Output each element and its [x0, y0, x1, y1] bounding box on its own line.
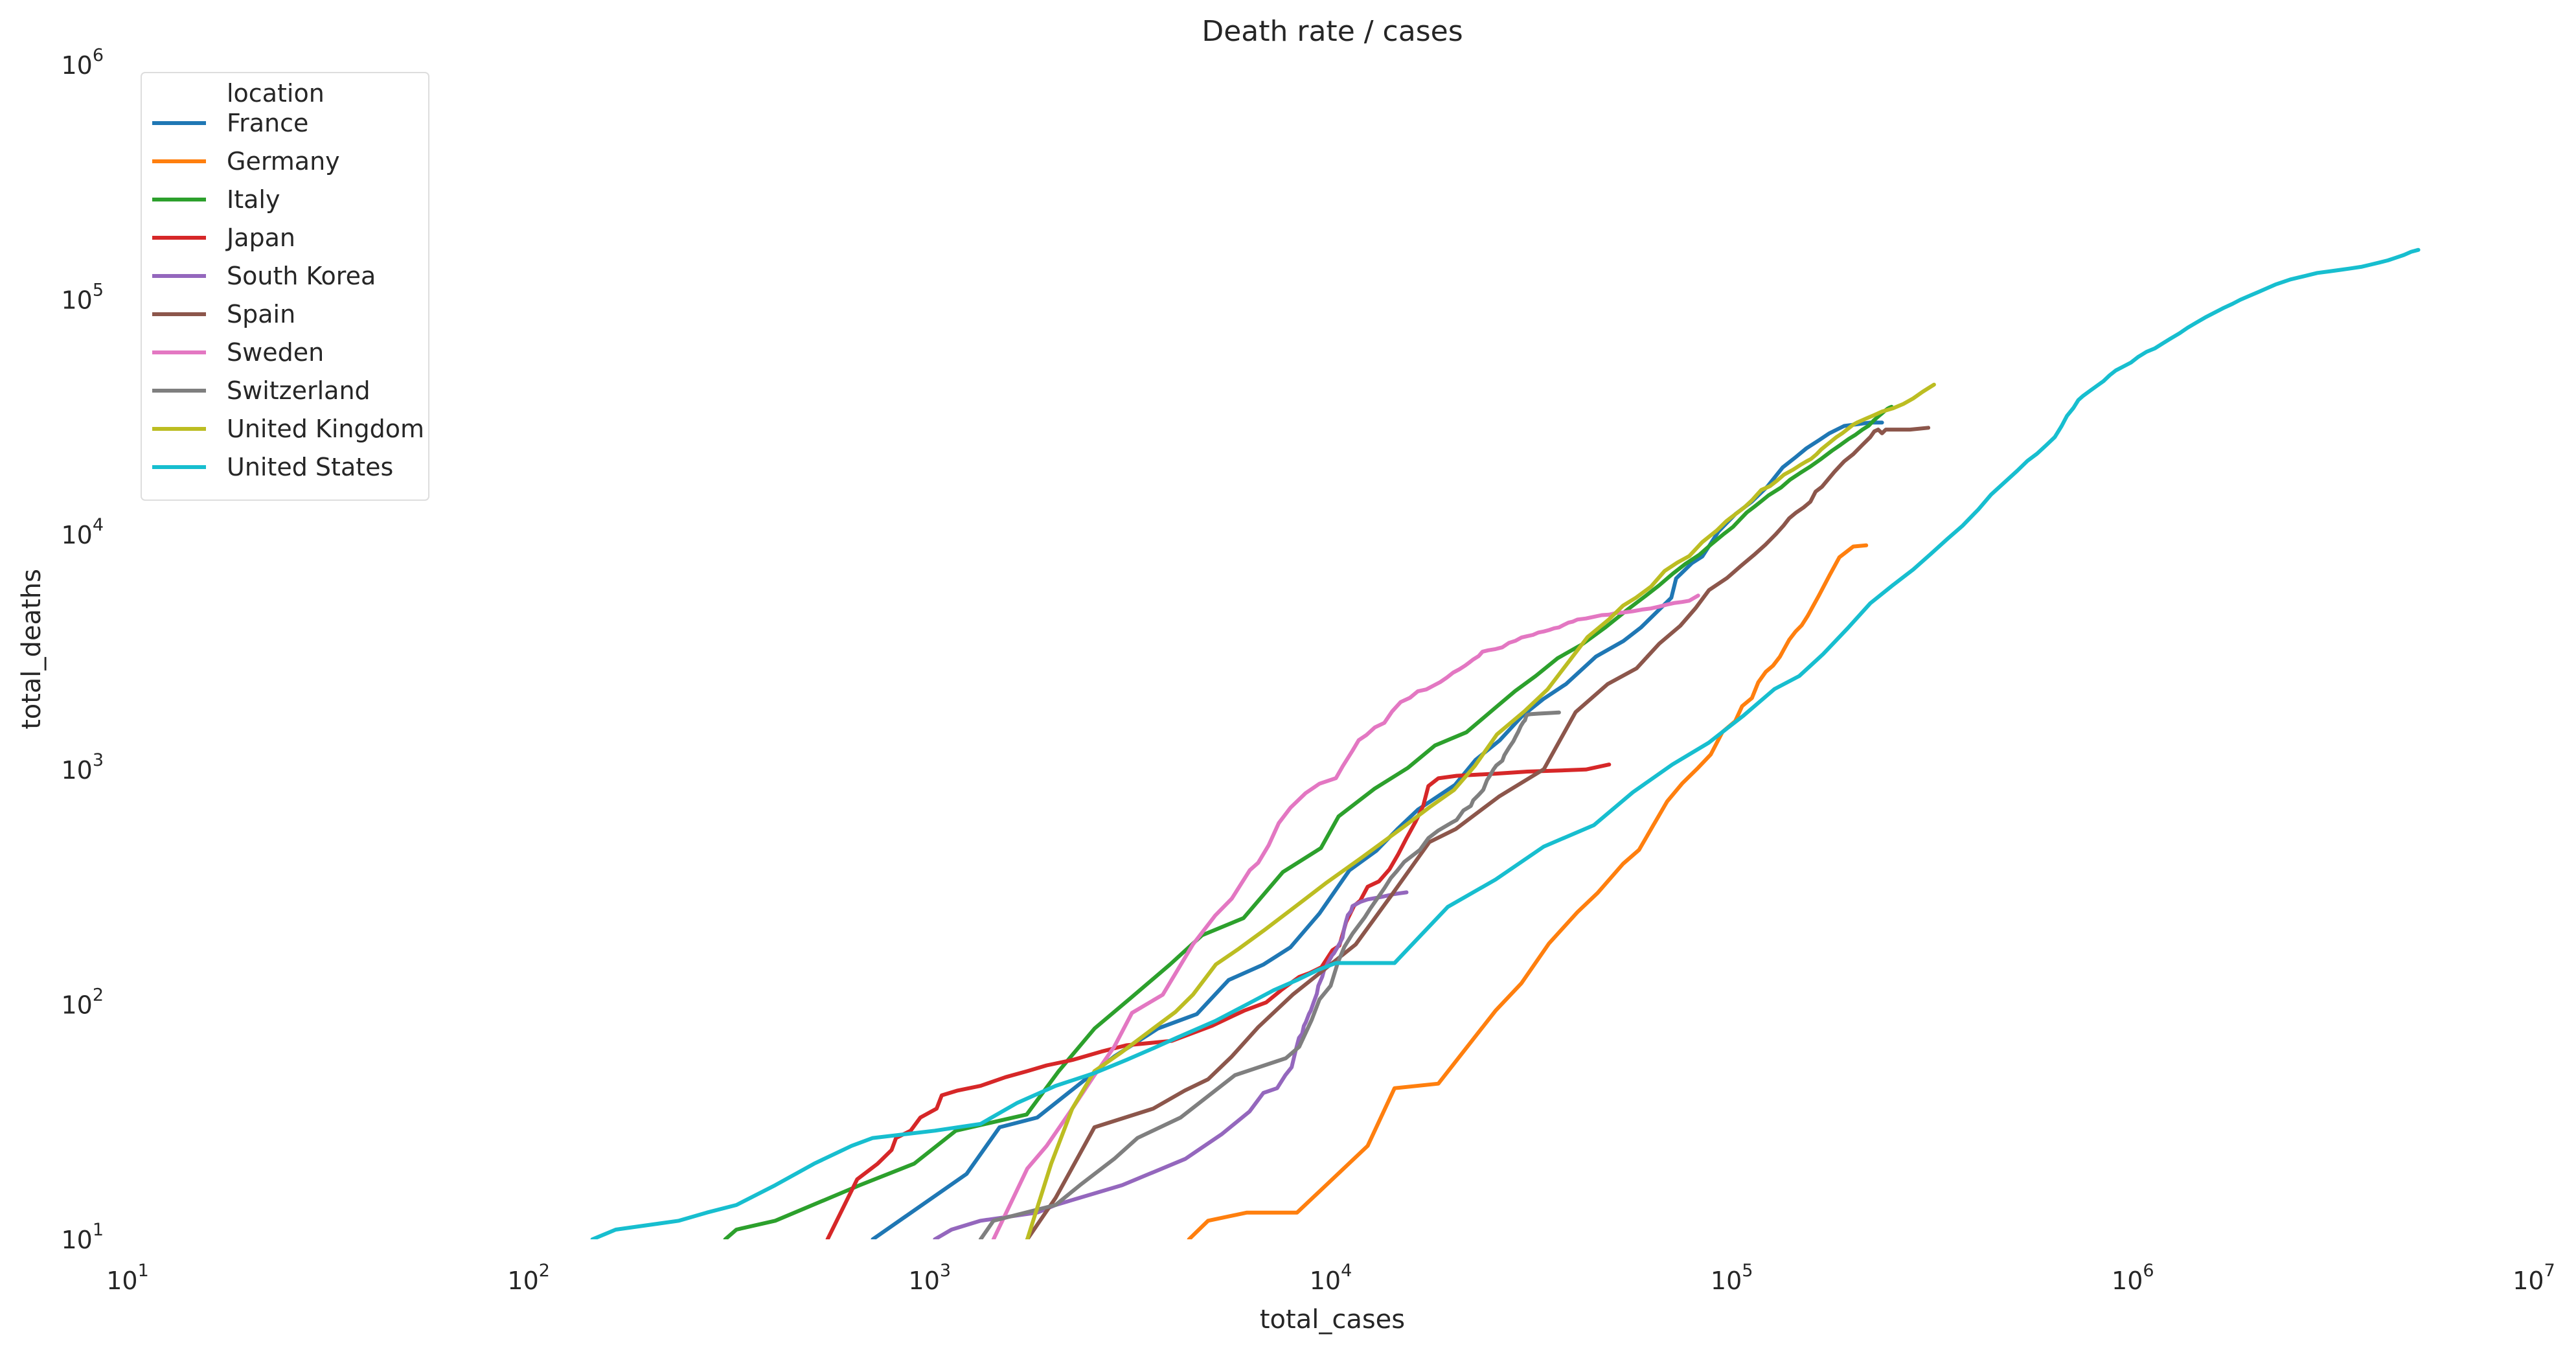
- legend-label: Sweden: [227, 338, 324, 367]
- legend-title: location: [227, 79, 325, 108]
- legend-label: France: [227, 109, 308, 137]
- legend-label: Japan: [225, 224, 295, 252]
- x-tick-exponent: 1: [138, 1261, 149, 1281]
- x-tick-exponent: 5: [1742, 1261, 1753, 1281]
- x-axis-ticks: 101 102 103 104 105 106 107: [106, 1261, 2555, 1295]
- x-tick-label: 104: [1310, 1261, 1352, 1295]
- x-tick-exponent: 6: [2143, 1261, 2154, 1281]
- legend-entry: Germany: [152, 147, 340, 176]
- y-tick-label: 105: [61, 281, 104, 315]
- x-tick-base: 10: [1711, 1267, 1742, 1295]
- x-tick-base: 10: [2112, 1267, 2143, 1295]
- x-tick-exponent: 4: [1341, 1261, 1352, 1281]
- y-axis-title: total_deaths: [17, 569, 47, 729]
- x-tick-exponent: 3: [940, 1261, 951, 1281]
- y-tick-label: 106: [61, 45, 104, 80]
- legend-entry: Spain: [152, 300, 295, 328]
- x-tick-label: 101: [106, 1261, 149, 1295]
- x-tick-exponent: 7: [2544, 1261, 2555, 1281]
- y-tick-exponent: 2: [93, 985, 104, 1005]
- y-tick-label: 103: [61, 750, 104, 785]
- series-line-italy: [723, 404, 1894, 1239]
- series-line-sweden: [991, 593, 1700, 1239]
- series-line-switzerland: [978, 710, 1561, 1239]
- x-tick-label: 106: [2112, 1261, 2154, 1295]
- legend-entry: Sweden: [152, 338, 324, 367]
- legend-label: United States: [227, 453, 393, 481]
- x-tick-base: 10: [2513, 1267, 2544, 1295]
- legend-entry: South Korea: [152, 262, 376, 290]
- legend-entry: United Kingdom: [152, 415, 424, 443]
- legend-label: Italy: [227, 185, 280, 214]
- legend-entry: France: [152, 109, 308, 137]
- x-tick-label: 102: [507, 1261, 550, 1295]
- legend-label: South Korea: [227, 262, 376, 290]
- x-tick-label: 107: [2513, 1261, 2555, 1295]
- x-tick-base: 10: [1310, 1267, 1341, 1295]
- series-line-spain: [1025, 426, 1931, 1239]
- y-tick-exponent: 5: [93, 281, 104, 301]
- legend-entries: France Germany Italy Japan South Korea Spain S…: [152, 109, 424, 481]
- series-line-germany: [1187, 543, 1869, 1239]
- y-tick-base: 10: [61, 51, 92, 80]
- x-axis-title: total_cases: [1260, 1305, 1405, 1335]
- x-tick-label: 103: [909, 1261, 952, 1295]
- legend-label: United Kingdom: [227, 415, 424, 443]
- y-tick-exponent: 1: [93, 1220, 104, 1240]
- x-tick-label: 105: [1711, 1261, 1753, 1295]
- y-tick-label: 101: [61, 1220, 104, 1254]
- series-line-south-korea: [933, 890, 1409, 1239]
- y-tick-base: 10: [61, 1226, 92, 1254]
- legend-box: [141, 72, 429, 501]
- series-line-france: [871, 420, 1884, 1239]
- y-tick-exponent: 4: [93, 515, 104, 535]
- chart-title: Death rate / cases: [1202, 15, 1463, 48]
- x-tick-base: 10: [106, 1267, 137, 1295]
- y-tick-base: 10: [61, 991, 92, 1019]
- legend-entry: Italy: [152, 185, 280, 214]
- y-tick-base: 10: [61, 286, 92, 315]
- y-tick-exponent: 6: [93, 45, 104, 65]
- y-tick-base: 10: [61, 521, 92, 549]
- legend-label: Switzerland: [227, 376, 370, 405]
- series-line-united-states: [590, 247, 2421, 1239]
- legend-entry: United States: [152, 453, 393, 481]
- x-tick-exponent: 2: [539, 1261, 550, 1281]
- legend-entry: Switzerland: [152, 376, 370, 405]
- legend-entry: Japan: [152, 224, 295, 252]
- legend-label: Spain: [227, 300, 295, 328]
- series-line-united-kingdom: [1025, 382, 1936, 1239]
- y-tick-base: 10: [61, 756, 92, 785]
- y-tick-label: 104: [61, 515, 104, 549]
- x-tick-base: 10: [507, 1267, 538, 1295]
- plot-area: [590, 247, 2421, 1239]
- y-tick-label: 102: [61, 985, 104, 1019]
- legend: location France Germany Italy Japan South Ko…: [141, 72, 429, 501]
- x-tick-base: 10: [909, 1267, 940, 1295]
- legend-label: Germany: [227, 147, 340, 176]
- y-tick-exponent: 3: [93, 750, 104, 770]
